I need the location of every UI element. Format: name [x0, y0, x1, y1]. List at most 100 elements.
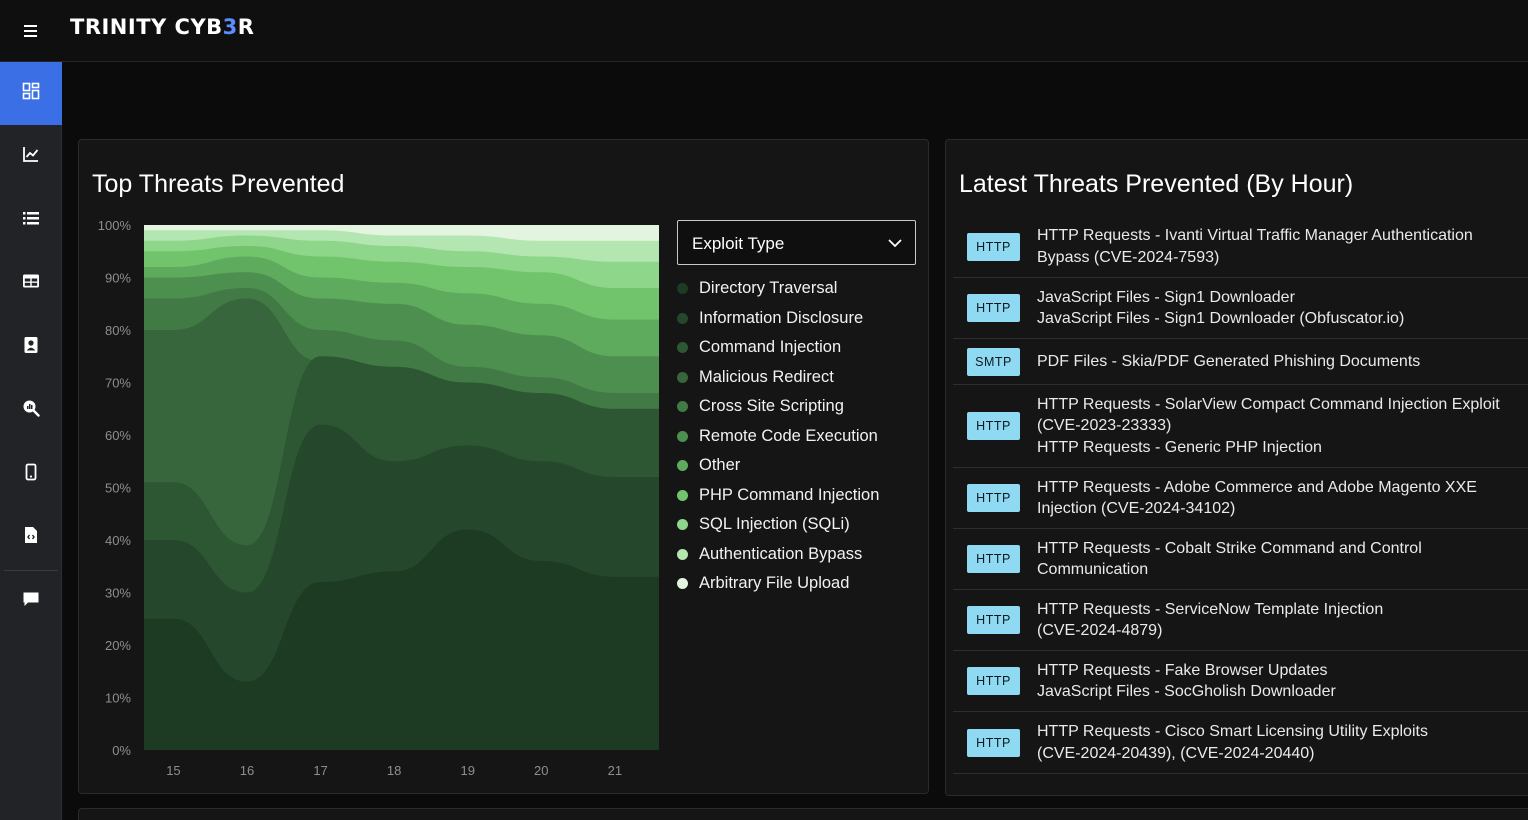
bottom-card: [78, 808, 1528, 820]
top-bar: TRINITY CYB3R: [0, 0, 1528, 62]
threat-line: Bypass (CVE-2024-7593): [1037, 248, 1220, 266]
legend-dot-icon: [677, 460, 688, 472]
legend-item[interactable]: Authentication Bypass: [677, 540, 879, 570]
nav-analytics[interactable]: [0, 125, 62, 188]
legend-item[interactable]: SQL Injection (SQLi): [677, 510, 879, 540]
chart-legend: Directory Traversal Information Disclosur…: [677, 274, 879, 599]
legend-label: Malicious Redirect: [699, 367, 834, 386]
legend-label: SQL Injection (SQLi): [699, 515, 850, 534]
y-tick-label: 80%: [105, 323, 131, 338]
nav-feedback[interactable]: [0, 570, 62, 633]
threat-row[interactable]: HTTP HTTP Requests - Fake Browser Updates…: [953, 651, 1528, 712]
threat-description: JavaScript Files - Sign1 Downloader JavaS…: [1037, 287, 1528, 330]
threat-description: HTTP Requests - Cobalt Strike Command an…: [1037, 538, 1528, 581]
y-tick-label: 100%: [98, 218, 132, 233]
protocol-badge: HTTP: [967, 232, 1020, 261]
contact-book-icon: [22, 336, 40, 359]
legend-label: PHP Command Injection: [699, 485, 880, 504]
legend-label: Arbitrary File Upload: [699, 574, 850, 593]
threat-line: HTTP Requests - ServiceNow Template Inje…: [1037, 600, 1384, 618]
search-analytics-icon: [22, 399, 40, 422]
nav-table[interactable]: [0, 252, 62, 315]
protocol-badge: HTTP: [967, 667, 1020, 695]
legend-dot-icon: [677, 371, 688, 383]
legend-dot-icon: [677, 489, 688, 501]
dashboard-icon: [22, 82, 40, 105]
exploit-type-select-value: Exploit Type: [692, 234, 785, 253]
sidebar: [0, 62, 62, 820]
threat-line: (CVE-2024-20439), (CVE-2024-20440): [1037, 744, 1315, 762]
legend-label: Cross Site Scripting: [699, 397, 844, 416]
threat-row[interactable]: SMTP PDF Files - Skia/PDF Generated Phish…: [953, 339, 1528, 385]
legend-dot-icon: [677, 519, 688, 531]
brand-logo[interactable]: TRINITY CYB3R: [70, 15, 255, 39]
threat-line: HTTP Requests - Generic PHP Injection: [1037, 438, 1322, 456]
legend-item[interactable]: Command Injection: [677, 333, 879, 363]
top-threats-card: Top Threats Prevented 0% 10% 20% 30% 40% 50% 6…: [78, 139, 929, 794]
threat-line: PDF Files - Skia/PDF Generated Phishing …: [1037, 352, 1421, 370]
protocol-badge: HTTP: [967, 545, 1020, 573]
legend-item[interactable]: Other: [677, 451, 879, 481]
legend-item[interactable]: Information Disclosure: [677, 304, 879, 334]
legend-label: Authentication Bypass: [699, 544, 863, 563]
legend-dot-icon: [677, 342, 688, 354]
threat-line: Injection (CVE-2024-34102): [1037, 500, 1236, 517]
legend-label: Directory Traversal: [699, 279, 838, 298]
legend-item[interactable]: Directory Traversal: [677, 274, 879, 304]
stacked-area-chart: 0% 10% 20% 30% 40% 50% 60% 70% 80% 90% 100% 15 16 17 1…: [98, 218, 659, 778]
y-tick-label: 0%: [112, 743, 131, 758]
protocol-badge: HTTP: [967, 728, 1020, 757]
legend-item[interactable]: Cross Site Scripting: [677, 392, 879, 422]
legend-dot-icon: [677, 548, 688, 560]
hamburger-menu-icon[interactable]: [20, 20, 42, 42]
threat-line: HTTP Requests - Fake Browser Updates: [1037, 661, 1328, 679]
x-tick-label: 16: [240, 763, 254, 778]
legend-item[interactable]: Remote Code Execution: [677, 422, 879, 452]
nav-files[interactable]: [0, 506, 62, 569]
threat-line: HTTP Requests - Cobalt Strike Command an…: [1037, 539, 1422, 557]
nav-dashboard[interactable]: [0, 62, 62, 125]
threat-line: JavaScript Files - Sign1 Downloader: [1037, 288, 1295, 306]
threat-row[interactable]: HTTP HTTP Requests - Cisco Smart Licensin…: [953, 712, 1528, 774]
legend-dot-icon: [677, 401, 688, 413]
nav-devices[interactable]: [0, 443, 62, 506]
top-threats-title: Top Threats Prevented: [92, 170, 345, 198]
exploit-type-select[interactable]: Exploit Type: [677, 220, 916, 265]
threat-row[interactable]: HTTP HTTP Requests - ServiceNow Template …: [953, 590, 1528, 651]
sidebar-divider: [4, 570, 58, 571]
protocol-badge: SMTP: [967, 347, 1020, 376]
nav-list[interactable]: [0, 189, 62, 252]
legend-item[interactable]: PHP Command Injection: [677, 481, 879, 511]
nav-investigate[interactable]: [0, 379, 62, 442]
area-series-directory-traversal[interactable]: [144, 529, 659, 751]
chat-icon: [22, 590, 40, 613]
table-icon: [22, 272, 40, 295]
threat-line: Communication: [1037, 561, 1149, 578]
mobile-device-icon: [22, 463, 40, 486]
latest-threats-title: Latest Threats Prevented (By Hour): [959, 170, 1354, 198]
threat-row[interactable]: HTTP HTTP Requests - SolarView Compact Co…: [953, 385, 1528, 468]
threat-row[interactable]: HTTP JavaScript Files - Sign1 Downloader J…: [953, 278, 1528, 339]
legend-item[interactable]: Arbitrary File Upload: [677, 569, 879, 599]
y-tick-label: 40%: [105, 533, 131, 548]
legend-dot-icon: [677, 312, 688, 324]
x-tick-label: 17: [313, 763, 327, 778]
x-tick-label: 15: [166, 763, 180, 778]
threat-description: HTTP Requests - Ivanti Virtual Traffic M…: [1037, 225, 1528, 268]
legend-item[interactable]: Malicious Redirect: [677, 363, 879, 393]
threat-row[interactable]: HTTP HTTP Requests - Ivanti Virtual Traff…: [953, 216, 1528, 278]
x-tick-label: 21: [608, 763, 622, 778]
threat-line: HTTP Requests - Adobe Commerce and Adobe…: [1037, 478, 1477, 496]
legend-dot-icon: [677, 430, 688, 442]
legend-label: Remote Code Execution: [699, 426, 878, 445]
legend-label: Other: [699, 456, 741, 475]
code-file-icon: [22, 526, 40, 549]
threat-row[interactable]: HTTP HTTP Requests - Cobalt Strike Comman…: [953, 529, 1528, 590]
threat-row[interactable]: HTTP HTTP Requests - Adobe Commerce and A…: [953, 468, 1528, 529]
x-tick-label: 20: [534, 763, 548, 778]
threat-description: HTTP Requests - Adobe Commerce and Adobe…: [1037, 477, 1528, 520]
threat-line: HTTP Requests - SolarView Compact Comman…: [1037, 395, 1500, 413]
threat-description: HTTP Requests - SolarView Compact Comman…: [1037, 394, 1528, 459]
x-tick-label: 18: [387, 763, 401, 778]
nav-contacts[interactable]: [0, 316, 62, 379]
